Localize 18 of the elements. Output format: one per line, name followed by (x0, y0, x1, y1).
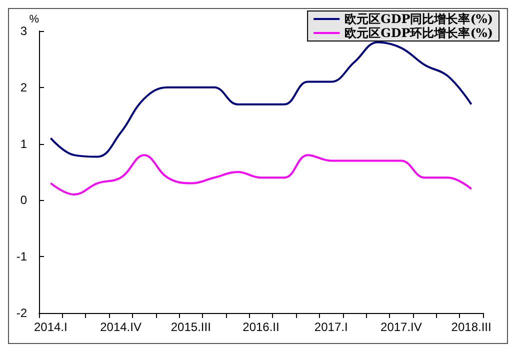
x-tick-label: 2016.II (242, 320, 280, 334)
y-tick-label: 1 (20, 136, 28, 151)
x-tick-label: 2015.III (170, 320, 211, 334)
legend-label: 欧元区GDP环比增长率(%) (344, 26, 493, 40)
y-tick-label: -2 (16, 306, 28, 320)
y-tick-label: 2 (20, 80, 28, 94)
y-tick-label: -1 (16, 250, 28, 264)
x-tick-label: 2017.IV (380, 320, 422, 334)
line-series (50, 41, 472, 158)
y-tick-label: 3 (20, 24, 28, 38)
legend-label: 欧元区GDP同比增长率(%) (344, 12, 493, 26)
x-tick-label: 2014.I (34, 320, 68, 334)
x-tick-label: 2018.III (451, 320, 492, 334)
line-series (50, 154, 472, 196)
x-tick-label: 2014.IV (100, 320, 142, 334)
x-tick-label: 2017.I (314, 320, 348, 334)
y-tick-label: 0 (20, 193, 28, 208)
y-axis-title: % (29, 14, 40, 26)
